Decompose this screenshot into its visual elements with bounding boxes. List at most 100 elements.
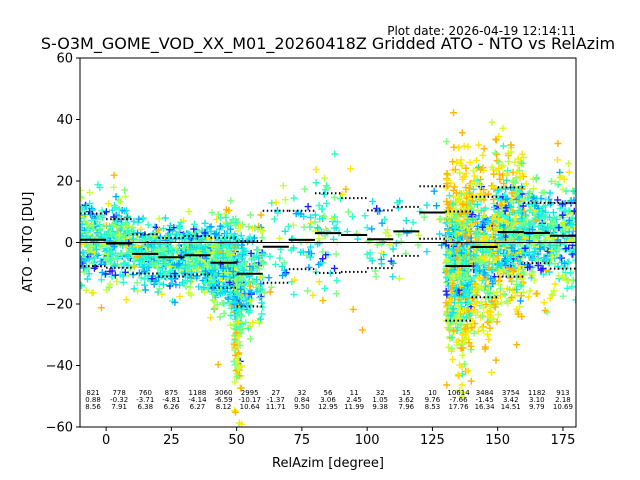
- scatter-point: [220, 300, 228, 308]
- scatter-point: [570, 207, 576, 215]
- scatter-point: [218, 224, 226, 231]
- scatter-point: [455, 268, 462, 276]
- scatter-point: [536, 245, 544, 253]
- x-tick-label: 75: [294, 433, 311, 448]
- scatter-point: [223, 229, 231, 237]
- scatter-point: [210, 270, 218, 278]
- scatter-point: [532, 175, 540, 183]
- scatter-point: [456, 283, 464, 290]
- scatter-point: [508, 294, 516, 301]
- scatter-point: [255, 319, 263, 327]
- scatter-point: [494, 311, 502, 318]
- scatter-point: [455, 217, 463, 224]
- scatter-point: [453, 341, 461, 349]
- scatter-point: [486, 324, 494, 332]
- bin-std-label: 11.99: [344, 403, 364, 411]
- scatter-point: [155, 285, 163, 293]
- scatter-point: [469, 306, 477, 314]
- scatter-point: [304, 203, 312, 211]
- scatter-point: [506, 265, 513, 272]
- scatter-point: [218, 299, 226, 307]
- scatter-point: [516, 215, 524, 223]
- scatter-point: [342, 185, 350, 193]
- scatter-point: [246, 297, 254, 305]
- scatter-point: [415, 231, 423, 239]
- scatter-point: [160, 225, 168, 232]
- scatter-point: [471, 172, 479, 180]
- scatter-point: [465, 198, 473, 206]
- scatter-point: [232, 311, 240, 319]
- scatter-point: [481, 343, 489, 351]
- scatter-point: [555, 224, 563, 232]
- scatter-point: [166, 222, 174, 230]
- scatter-point: [245, 307, 253, 314]
- scatter-point: [116, 198, 124, 206]
- scatter-point: [515, 208, 523, 216]
- scatter-point: [518, 313, 526, 321]
- scatter-point: [488, 163, 496, 171]
- scatter-point: [187, 268, 195, 276]
- scatter-point: [518, 150, 526, 158]
- scatter-point: [539, 203, 547, 211]
- scatter-point: [484, 272, 492, 279]
- scatter-point: [554, 263, 562, 270]
- scatter-point: [463, 274, 471, 282]
- scatter-point: [514, 155, 522, 163]
- scatter-point: [563, 284, 571, 292]
- scatter-point: [237, 384, 245, 392]
- scatter-point: [216, 290, 224, 298]
- scatter-point: [193, 272, 201, 280]
- scatter-point: [488, 266, 496, 274]
- scatter-point: [135, 215, 143, 223]
- scatter-point: [549, 220, 557, 228]
- scatter-point: [226, 240, 234, 248]
- scatter-point: [281, 196, 289, 204]
- scatter-point: [260, 289, 268, 297]
- scatter-point: [479, 327, 487, 335]
- scatter-point: [80, 281, 85, 289]
- scatter-point: [225, 249, 233, 257]
- scatter-point: [409, 218, 417, 226]
- scatter-point: [444, 182, 452, 190]
- scatter-point: [207, 314, 215, 322]
- scatter-point: [476, 256, 484, 264]
- scatter-point: [97, 242, 105, 250]
- scatter-point: [343, 227, 351, 235]
- scatter-point: [479, 248, 487, 256]
- scatter-point: [134, 219, 142, 226]
- scatter-point: [503, 219, 511, 227]
- scatter-point: [284, 223, 292, 231]
- scatter-point: [478, 183, 485, 191]
- scatter-point: [522, 180, 530, 188]
- scatter-point: [197, 237, 205, 245]
- scatter-point: [133, 246, 141, 254]
- scatter-point: [181, 261, 189, 269]
- scatter-point: [457, 190, 465, 198]
- scatter-point: [472, 156, 480, 164]
- scatter-point: [106, 268, 114, 275]
- scatter-point: [237, 285, 245, 293]
- scatter-point: [451, 166, 459, 174]
- scatter-point: [447, 278, 455, 286]
- scatter-point: [217, 239, 225, 247]
- scatter-point: [96, 221, 104, 229]
- scatter-point: [247, 249, 255, 257]
- scatter-point: [105, 284, 113, 291]
- scatter-point: [106, 222, 114, 230]
- scatter-point: [452, 231, 460, 239]
- scatter-point: [512, 190, 520, 198]
- bin-count-label: 10614: [447, 389, 470, 397]
- scatter-point: [144, 221, 152, 229]
- scatter-point: [465, 289, 473, 297]
- scatter-point: [516, 172, 524, 180]
- scatter-point: [168, 275, 176, 283]
- scatter-point: [526, 237, 533, 245]
- scatter-point: [511, 292, 519, 300]
- scatter-point: [121, 186, 129, 194]
- scatter-point: [479, 151, 487, 159]
- scatter-point: [224, 269, 232, 277]
- scatter-point: [459, 307, 467, 315]
- scatter-point: [447, 312, 455, 319]
- scatter-point: [382, 229, 390, 237]
- scatter-point: [443, 255, 451, 263]
